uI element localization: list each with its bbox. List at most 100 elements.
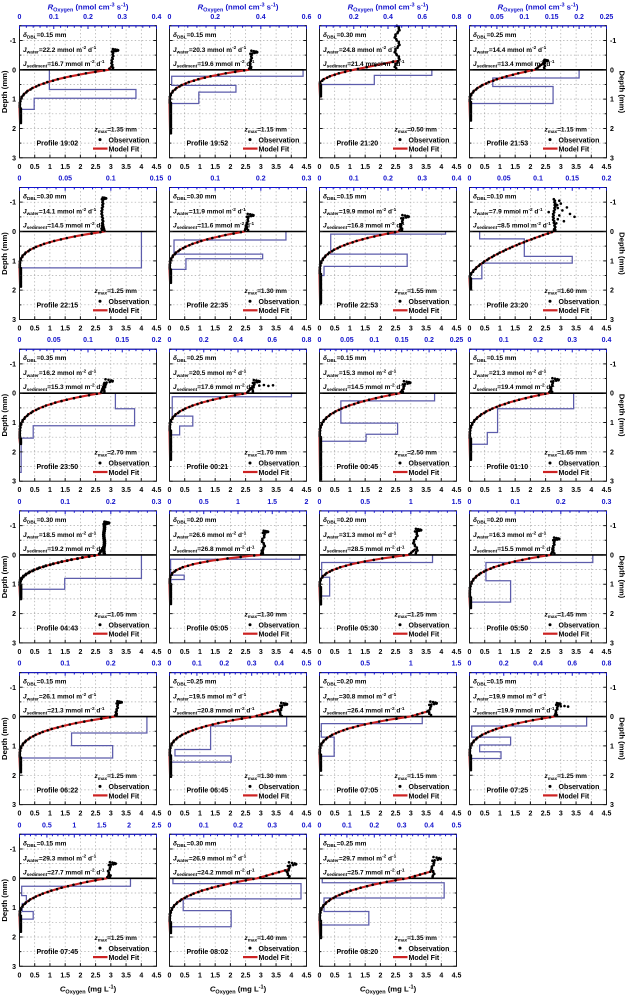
svg-text:3.5: 3.5 (571, 326, 581, 333)
svg-text:0.4: 0.4 (602, 337, 612, 344)
svg-text:2.5: 2.5 (152, 822, 162, 829)
svg-text:0.3: 0.3 (152, 499, 162, 506)
svg-text:4.5: 4.5 (452, 649, 462, 656)
svg-text:0.2: 0.2 (152, 337, 162, 344)
svg-text:4.5: 4.5 (302, 487, 312, 494)
svg-text:0.4: 0.4 (233, 337, 243, 344)
svg-text:0: 0 (318, 649, 322, 656)
svg-text:2: 2 (228, 972, 232, 979)
svg-text:3: 3 (109, 164, 113, 171)
svg-text:0.1: 0.1 (349, 176, 359, 183)
svg-text:1: 1 (348, 649, 352, 656)
svg-text:0.5: 0.5 (360, 499, 370, 506)
svg-text:0.6: 0.6 (567, 661, 577, 668)
svg-text:4: 4 (589, 811, 593, 818)
svg-text:0.2: 0.2 (349, 14, 359, 21)
svg-text:3: 3 (109, 811, 113, 818)
svg-text:4.5: 4.5 (452, 972, 462, 979)
svg-text:0: 0 (610, 552, 614, 559)
svg-text:1: 1 (409, 661, 413, 668)
svg-text:0.1: 0.1 (49, 14, 59, 21)
svg-text:3: 3 (259, 164, 263, 171)
svg-text:1.5: 1.5 (510, 811, 520, 818)
svg-text:0.2: 0.2 (383, 176, 393, 183)
svg-text:0: 0 (168, 326, 172, 333)
svg-text:0.5: 0.5 (180, 164, 190, 171)
svg-text:4.5: 4.5 (152, 811, 162, 818)
svg-text:1: 1 (498, 487, 502, 494)
svg-text:3: 3 (610, 640, 614, 647)
svg-text:Observation: Observation (109, 622, 150, 629)
svg-text:0: 0 (168, 487, 172, 494)
svg-text:Model Fit: Model Fit (559, 470, 590, 477)
svg-text:0.5: 0.5 (330, 649, 340, 656)
svg-text:2: 2 (378, 487, 382, 494)
svg-text:0.5: 0.5 (42, 822, 52, 829)
svg-text:2: 2 (78, 164, 82, 171)
svg-text:4.5: 4.5 (452, 326, 462, 333)
svg-text:2: 2 (610, 773, 614, 780)
svg-text:-1: -1 (10, 38, 16, 45)
svg-text:1.5: 1.5 (267, 499, 277, 506)
svg-text:0.3: 0.3 (152, 661, 162, 668)
svg-text:0: 0 (468, 499, 472, 506)
svg-text:3: 3 (559, 811, 563, 818)
svg-text:0.2: 0.2 (556, 499, 566, 506)
svg-text:3.5: 3.5 (121, 811, 131, 818)
svg-text:Model Fit: Model Fit (109, 308, 140, 315)
svg-text:3: 3 (559, 326, 563, 333)
svg-text:2: 2 (228, 811, 232, 818)
svg-text:1: 1 (198, 972, 202, 979)
svg-text:1: 1 (610, 258, 614, 265)
svg-text:0: 0 (318, 14, 322, 21)
svg-text:3.5: 3.5 (421, 487, 431, 494)
svg-text:0.2: 0.2 (83, 14, 93, 21)
svg-text:1.5: 1.5 (360, 487, 370, 494)
svg-text:0: 0 (468, 661, 472, 668)
svg-text:4.5: 4.5 (452, 811, 462, 818)
svg-text:3.5: 3.5 (571, 487, 581, 494)
svg-text:0: 0 (18, 972, 22, 979)
svg-text:2.5: 2.5 (91, 649, 101, 656)
svg-text:0.1: 0.1 (533, 176, 543, 183)
svg-text:0.1: 0.1 (60, 661, 70, 668)
svg-text:Depth (mm): Depth (mm) (618, 717, 626, 760)
svg-text:1.5: 1.5 (510, 164, 520, 171)
svg-text:3.5: 3.5 (271, 487, 281, 494)
svg-text:2: 2 (378, 326, 382, 333)
svg-text:0: 0 (468, 811, 472, 818)
svg-text:Model Fit: Model Fit (109, 470, 140, 477)
svg-text:3: 3 (559, 649, 563, 656)
svg-text:4: 4 (439, 811, 443, 818)
svg-text:2: 2 (528, 487, 532, 494)
svg-text:3: 3 (12, 640, 16, 647)
svg-text:Depth (mm): Depth (mm) (0, 717, 9, 760)
svg-text:1: 1 (48, 326, 52, 333)
svg-text:3: 3 (409, 649, 413, 656)
svg-text:Profile 04:43: Profile 04:43 (37, 626, 79, 633)
svg-text:4.5: 4.5 (302, 649, 312, 656)
svg-text:3.5: 3.5 (121, 649, 131, 656)
svg-text:3: 3 (109, 649, 113, 656)
svg-text:0: 0 (318, 661, 322, 668)
svg-text:0.5: 0.5 (360, 661, 370, 668)
svg-text:Profile 06:22: Profile 06:22 (37, 787, 79, 794)
svg-text:3: 3 (610, 802, 614, 809)
svg-text:1.5: 1.5 (210, 649, 220, 656)
svg-text:3: 3 (12, 317, 16, 324)
svg-text:1.5: 1.5 (60, 811, 70, 818)
svg-text:0: 0 (168, 972, 172, 979)
svg-text:3: 3 (12, 964, 16, 971)
svg-text:0: 0 (168, 14, 172, 21)
svg-text:4: 4 (139, 811, 143, 818)
svg-text:3.5: 3.5 (121, 487, 131, 494)
svg-text:4: 4 (139, 487, 143, 494)
svg-text:4.5: 4.5 (602, 811, 612, 818)
svg-text:Observation: Observation (559, 784, 600, 791)
svg-text:1: 1 (12, 97, 16, 104)
svg-text:3.5: 3.5 (271, 972, 281, 979)
svg-text:Profile 07:25: Profile 07:25 (487, 787, 529, 794)
svg-text:0.15: 0.15 (115, 337, 129, 344)
svg-text:Profile 05:50: Profile 05:50 (487, 626, 529, 633)
svg-text:0: 0 (318, 811, 322, 818)
